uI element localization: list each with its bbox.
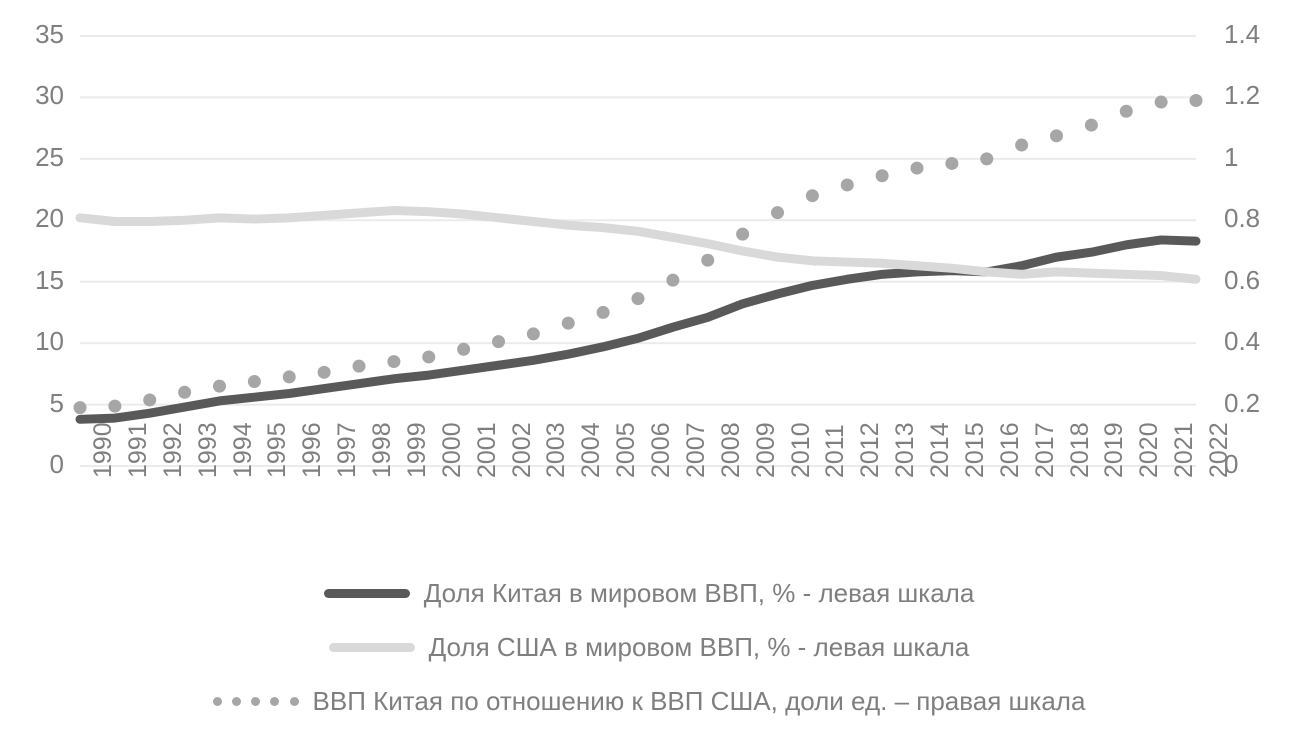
x-axis-tick-label: 2006 — [647, 422, 675, 478]
x-axis-tick-label: 2012 — [856, 422, 885, 478]
x-axis-tick-label: 2009 — [751, 422, 780, 478]
solid-line-icon — [328, 636, 415, 658]
data-point — [282, 370, 296, 384]
data-point — [1189, 94, 1203, 107]
x-axis-tick-label: 1995 — [263, 422, 292, 478]
data-point — [387, 355, 401, 369]
x-axis-tick-label: 2014 — [926, 422, 954, 478]
x-axis-tick-label: 2017 — [1030, 422, 1059, 478]
legend-item-china-to-usa-ratio[interactable]: ВВП Китая по отношению к ВВП США, доли е… — [0, 674, 1298, 728]
x-axis-tick-label: 2019 — [1100, 422, 1129, 478]
series-layer — [73, 94, 1203, 424]
x-axis-tick-label: 1992 — [158, 422, 187, 478]
x-axis-tick-label: 2013 — [891, 422, 920, 478]
china-to-usa-ratio-dots — [73, 94, 1203, 415]
x-axis-tick-label: 1990 — [89, 422, 117, 478]
x-axis-tick-label: 1991 — [123, 422, 152, 478]
data-point — [1154, 95, 1168, 109]
x-axis-tick-label: 2011 — [821, 424, 850, 478]
right-axis-tick-label: 1.2 — [1224, 80, 1261, 111]
x-axis-tick-label: 1999 — [402, 422, 431, 478]
data-point — [178, 385, 192, 399]
data-point — [771, 206, 784, 220]
x-axis-tick-label: 2016 — [995, 422, 1024, 478]
data-point — [492, 335, 505, 349]
data-point — [596, 305, 610, 319]
usa-share-line — [75, 205, 1201, 284]
left-axis-tick-label: 20 — [35, 203, 64, 234]
chart-legend: Доля Китая в мировом ВВП, % - левая шкал… — [0, 566, 1298, 728]
right-axis-tick-label: 1 — [1224, 141, 1239, 172]
data-point — [910, 161, 924, 175]
legend-item-usa-share[interactable]: Доля США в мировом ВВП, % - левая шкала — [0, 620, 1298, 674]
data-point — [945, 156, 959, 170]
x-axis-tick-label: 2001 — [472, 422, 501, 478]
right-axis-tick-label: 0.6 — [1224, 264, 1261, 295]
data-point — [108, 399, 122, 413]
x-axis-tick-label: 1993 — [193, 422, 222, 478]
x-axis-tick-label: 2000 — [437, 422, 466, 478]
x-axis-tick-label: 2010 — [786, 422, 815, 478]
left-axis-tick-label: 15 — [35, 264, 64, 295]
data-point — [875, 169, 889, 183]
legend-item-china-share[interactable]: Доля Китая в мировом ВВП, % - левая шкал… — [0, 566, 1298, 620]
left-axis-tick-label: 0 — [49, 449, 64, 479]
right-axis-tick-label: 0.4 — [1224, 326, 1261, 357]
data-point — [980, 152, 994, 166]
x-axis-tick-label: 2018 — [1065, 422, 1094, 478]
x-axis-tick-label: 2021 — [1170, 422, 1199, 478]
x-axis-tick-label: 2008 — [716, 422, 745, 478]
data-point — [213, 379, 226, 393]
data-point — [805, 189, 819, 203]
x-axis-tick-label: 2022 — [1205, 422, 1233, 478]
data-point — [1050, 129, 1063, 143]
x-axis-tick-label: 2004 — [577, 422, 606, 478]
data-point — [317, 365, 331, 379]
x-axis-tick-label: 2007 — [681, 422, 710, 478]
x-axis-tick-label: 1994 — [228, 422, 257, 478]
solid-line-icon — [323, 582, 410, 604]
data-point — [73, 401, 87, 415]
x-axis-tick-label: 2005 — [612, 422, 641, 478]
x-axis-tick-label: 2003 — [542, 422, 571, 478]
data-point — [1084, 118, 1098, 132]
data-point — [143, 393, 157, 407]
left-axis-tick-label: 30 — [35, 80, 64, 111]
dotted-line-icon — [212, 690, 299, 712]
right-axis-tick-label: 0.2 — [1224, 387, 1261, 418]
left-axis-tick-label: 35 — [35, 19, 64, 49]
china-share-line — [75, 235, 1201, 424]
data-point — [736, 227, 750, 241]
data-point — [701, 253, 715, 267]
left-axis-tick-label: 5 — [49, 387, 64, 418]
data-point — [457, 342, 471, 356]
legend-item-label: ВВП Китая по отношению к ВВП США, доли е… — [312, 685, 1086, 716]
x-axis-tick-label: 1997 — [333, 422, 362, 478]
data-point — [1015, 138, 1029, 152]
x-axis-tick-label: 1996 — [298, 422, 327, 478]
x-axis-tick-label: 1998 — [368, 422, 396, 478]
x-axis-tick-label: 2002 — [507, 422, 536, 478]
right-axis-tick-label: 0.8 — [1224, 203, 1261, 234]
data-point — [352, 359, 366, 373]
data-point — [666, 273, 680, 287]
right-axis-tick-label: 0 — [1224, 449, 1239, 479]
x-axis-tick-label: 2015 — [960, 422, 989, 478]
data-point — [631, 292, 645, 306]
legend-item-label: Доля США в мировом ВВП, % - левая шкала — [428, 631, 970, 662]
data-point — [422, 350, 436, 364]
x-axis-tick-label: 2020 — [1135, 422, 1164, 478]
data-point — [840, 178, 854, 192]
right-axis-tick-label: 1.4 — [1224, 19, 1261, 49]
data-point — [561, 316, 575, 330]
data-point — [1119, 104, 1133, 118]
data-point — [247, 375, 261, 389]
left-axis-tick-label: 25 — [35, 141, 64, 172]
legend-item-label: Доля Китая в мировом ВВП, % - левая шкал… — [423, 577, 975, 608]
left-axis-tick-label: 10 — [35, 326, 64, 357]
data-point — [526, 327, 540, 341]
